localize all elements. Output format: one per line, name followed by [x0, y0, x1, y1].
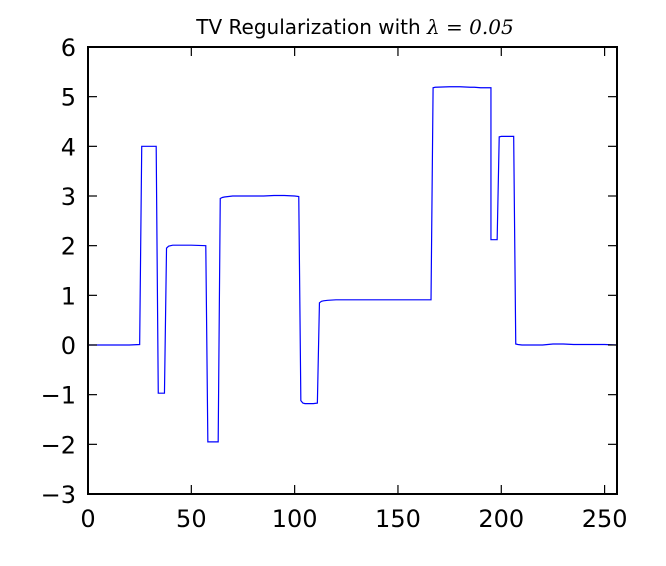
chart-title-math: λ = 0.05	[426, 15, 514, 39]
plot-area	[88, 86, 618, 443]
y-tick-label: 6	[61, 34, 76, 62]
x-tick-label: 100	[272, 505, 318, 533]
y-tick-label: 5	[61, 84, 76, 112]
axes-frame	[87, 46, 618, 495]
y-tick-label: 2	[61, 233, 76, 261]
y-tick-label: −2	[41, 431, 76, 459]
axes: 0 50 100 150 200 250 −3 −2 −1 0 1 2 3 4 5 6	[41, 34, 628, 533]
y-tick-label: −1	[41, 382, 76, 410]
y-tick-label: 1	[61, 282, 76, 310]
y-tick-label: 4	[61, 133, 76, 161]
x-tick-label: 0	[80, 505, 95, 533]
x-tick-label: 250	[582, 505, 628, 533]
series-line-0	[88, 86, 618, 443]
x-tick-label: 150	[375, 505, 421, 533]
x-tick-label: 50	[176, 505, 207, 533]
y-tick-label: 0	[61, 332, 76, 360]
y-tick-label: 3	[61, 183, 76, 211]
x-tick-label: 200	[478, 505, 524, 533]
y-tick-label: −3	[41, 481, 76, 509]
chart-title: TV Regularization with λ = 0.05	[195, 15, 513, 39]
chart-title-prefix: TV Regularization with	[195, 15, 427, 39]
